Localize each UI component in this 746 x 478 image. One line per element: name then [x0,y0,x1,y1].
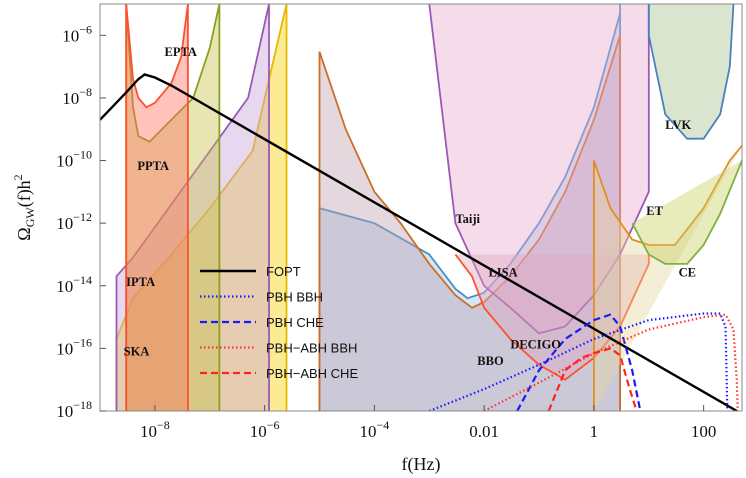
legend-label-pbh-abh-bbh: PBH−ABH BBH [266,341,357,356]
series-pbh-abh-che [547,347,638,411]
lvk-curve [647,4,735,140]
region-label-ipta: IPTA [126,275,155,289]
x-tick-label: 10−6 [250,418,280,441]
legend-label-pbh-bbh: PBH BBH [266,290,323,305]
region-label-ska: SKA [124,344,150,358]
ipta-curve [115,4,270,411]
region-label-lisa: LISA [488,265,517,279]
series-pbh-bbh [428,312,729,411]
legend-label-pbh-abh-che: PBH−ABH CHE [266,366,358,381]
detector-sensitivity-bands [115,4,742,411]
region-label-ppta: PPTA [137,159,169,173]
legend-label-pbh-che: PBH CHE [266,315,324,330]
et-curve [593,145,742,411]
axis-ticks: 10−8 10−6 10−4 0.01 1 100 10−6 10−8 10−10 10−12 10… [56,22,716,441]
y-tick-label: 10−10 [56,148,92,171]
region-label-ce: CE [679,265,696,279]
plot-frame [99,3,743,412]
lisa-curve [318,35,621,411]
ska-curve [115,4,288,411]
x-tick-label: 10−8 [140,418,170,441]
series-pbh-che [516,313,642,411]
region-label-epta: EPTA [165,45,197,59]
x-tick-label: 0.01 [469,422,499,441]
legend: FOPT PBH BBH PBH CHE PBH−ABH BBH PBH−ABH CHE [200,264,358,381]
region-label-decigo: DECIGO [510,337,561,351]
region-label-et: ET [646,204,663,218]
taiji-curve [318,4,621,411]
region-label-taiji: Taiji [455,212,480,226]
epta-curve [125,4,189,411]
region-labels: EPTA PPTA IPTA SKA Taiji LISA DECIGO BBO LVK ET CE [124,45,696,368]
y-tick-label: 10−14 [56,273,92,296]
x-axis-label: f(Hz) [402,454,441,475]
signal-curves [100,73,740,411]
bbo-curve [454,253,650,381]
ska-band [116,4,287,411]
taiji-band [319,4,621,411]
y-axis-label: ΩGW(f)h2 [11,174,37,240]
ipta-band [116,4,269,411]
ppta-band [126,4,220,411]
bbo-band [455,254,649,380]
ce-band [632,160,742,264]
region-label-bbo: BBO [477,354,504,368]
et-band [593,145,742,411]
epta-band [126,4,188,411]
x-tick-label: 1 [590,422,599,441]
y-tick-label: 10−6 [62,22,92,45]
series-pbh-abh-bbh [483,313,739,411]
y-tick-label: 10−8 [62,85,92,108]
lisa-band [319,35,621,411]
series-fopt [100,73,740,411]
y-tick-label: 10−18 [56,398,92,421]
ppta-curve [125,4,221,411]
decigo-curve [428,4,650,335]
x-tick-label: 100 [691,422,717,441]
region-label-lvk: LVK [665,118,691,132]
y-tick-label: 10−12 [56,210,92,233]
lvk-band [648,4,734,139]
y-tick-label: 10−16 [56,335,92,358]
x-tick-label: 10−4 [359,418,389,441]
ce-curve [631,160,742,265]
legend-label-fopt: FOPT [266,264,301,279]
